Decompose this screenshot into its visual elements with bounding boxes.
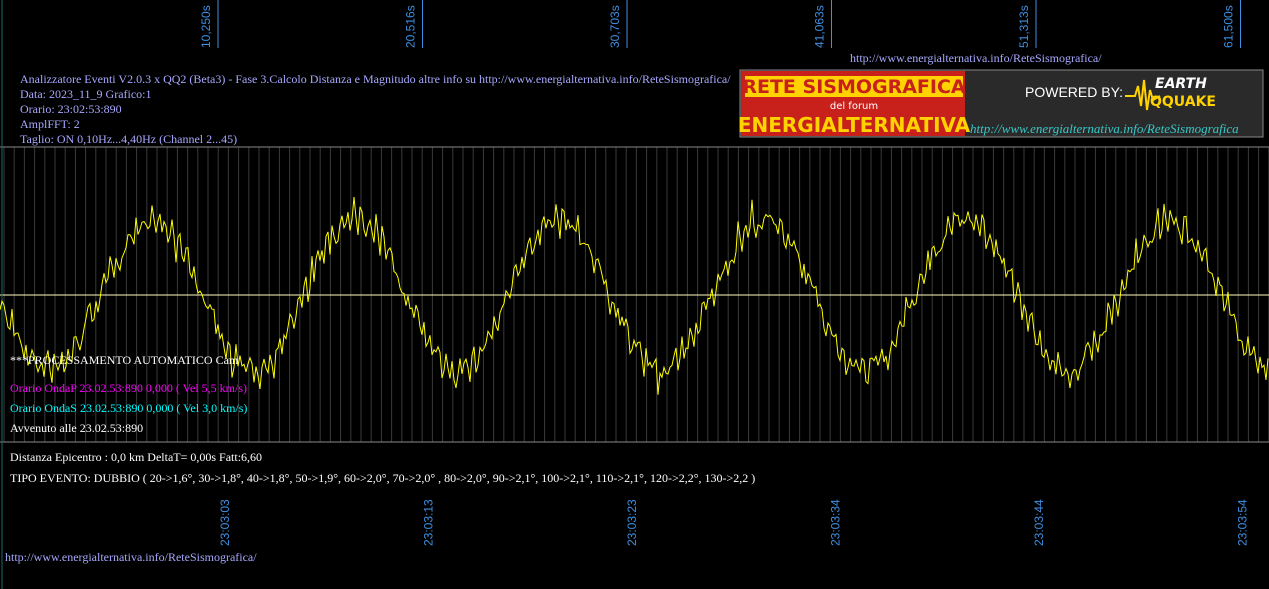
- logo-brand1: EARTH: [1155, 76, 1207, 92]
- info-block: Analizzatore Eventi V2.0.3 x QQ2 (Beta3)…: [20, 72, 731, 146]
- top-url: http://www.energialternativa.info/ReteSi…: [850, 51, 1102, 65]
- bottom-tick-label: 23:03:23: [625, 499, 639, 546]
- top-tick-label: 10,250s: [199, 5, 213, 48]
- info-line: AmplFFT: 2: [20, 117, 80, 131]
- onda-s: Orario OndaS 23.02.53:890 0,000 ( Vel 3,…: [10, 401, 247, 415]
- logo-title: RETE SISMOGRAFICA: [742, 76, 966, 98]
- info-line: Data: 2023_11_9 Grafico:1: [20, 87, 152, 101]
- top-tick-label: 51,313s: [1017, 5, 1031, 48]
- logo-seismo: [1125, 79, 1161, 111]
- top-tick-label: 41,063s: [813, 5, 827, 48]
- processing-title: ***PROCESSAMENTO AUTOMATICO Cam: [10, 353, 239, 367]
- logo: RETE SISMOGRAFICA del forum ENERGIALTERN…: [738, 69, 1264, 138]
- info-line: Analizzatore Eventi V2.0.3 x QQ2 (Beta3)…: [20, 72, 731, 86]
- bottom-tick-label: 23:03:54: [1236, 499, 1250, 546]
- onda-p: Orario OndaP 23.02.53:890 0,000 ( Vel 5,…: [10, 381, 247, 395]
- bottom-tick-label: 23:03:13: [422, 499, 436, 546]
- bottom-tick-label: 23:03:34: [829, 499, 843, 546]
- waveform: [0, 197, 1269, 395]
- logo-brand2: QQUAKE: [1150, 94, 1216, 110]
- footer-url: http://www.energialternativa.info/ReteSi…: [5, 550, 257, 564]
- event-type: TIPO EVENTO: DUBBIO ( 20->1,6°, 30->1,8°…: [10, 471, 755, 485]
- logo-yellow: [745, 76, 963, 97]
- distance: Distanza Epicentro : 0,0 km DeltaT= 0,00…: [10, 450, 262, 464]
- event-time: Avvenuto alle 23.02.53:890: [10, 421, 143, 435]
- info-line: Taglio: ON 0,10Hz...4,40Hz (Channel 2...…: [20, 132, 237, 146]
- time-ticks: 10,250s 20,516s 30,703s 41,063s 51,313s 61,50…: [199, 0, 1250, 546]
- logo-powered: POWERED BY:: [1025, 84, 1123, 100]
- top-tick-label: 61,500s: [1222, 5, 1236, 48]
- logo-name: ENERGIALTERNATIVA: [738, 113, 971, 137]
- logo-sub: del forum: [830, 101, 878, 112]
- bottom-tick-label: 23:03:44: [1032, 499, 1046, 546]
- info-line: Orario: 23:02:53:890: [20, 102, 122, 116]
- top-tick-label: 30,703s: [608, 5, 622, 48]
- top-tick-label: 20,516s: [404, 5, 418, 48]
- bottom-tick-label: 23:03:03: [218, 499, 232, 546]
- logo-url: http://www.energialternativa.info/ReteSi…: [970, 121, 1239, 136]
